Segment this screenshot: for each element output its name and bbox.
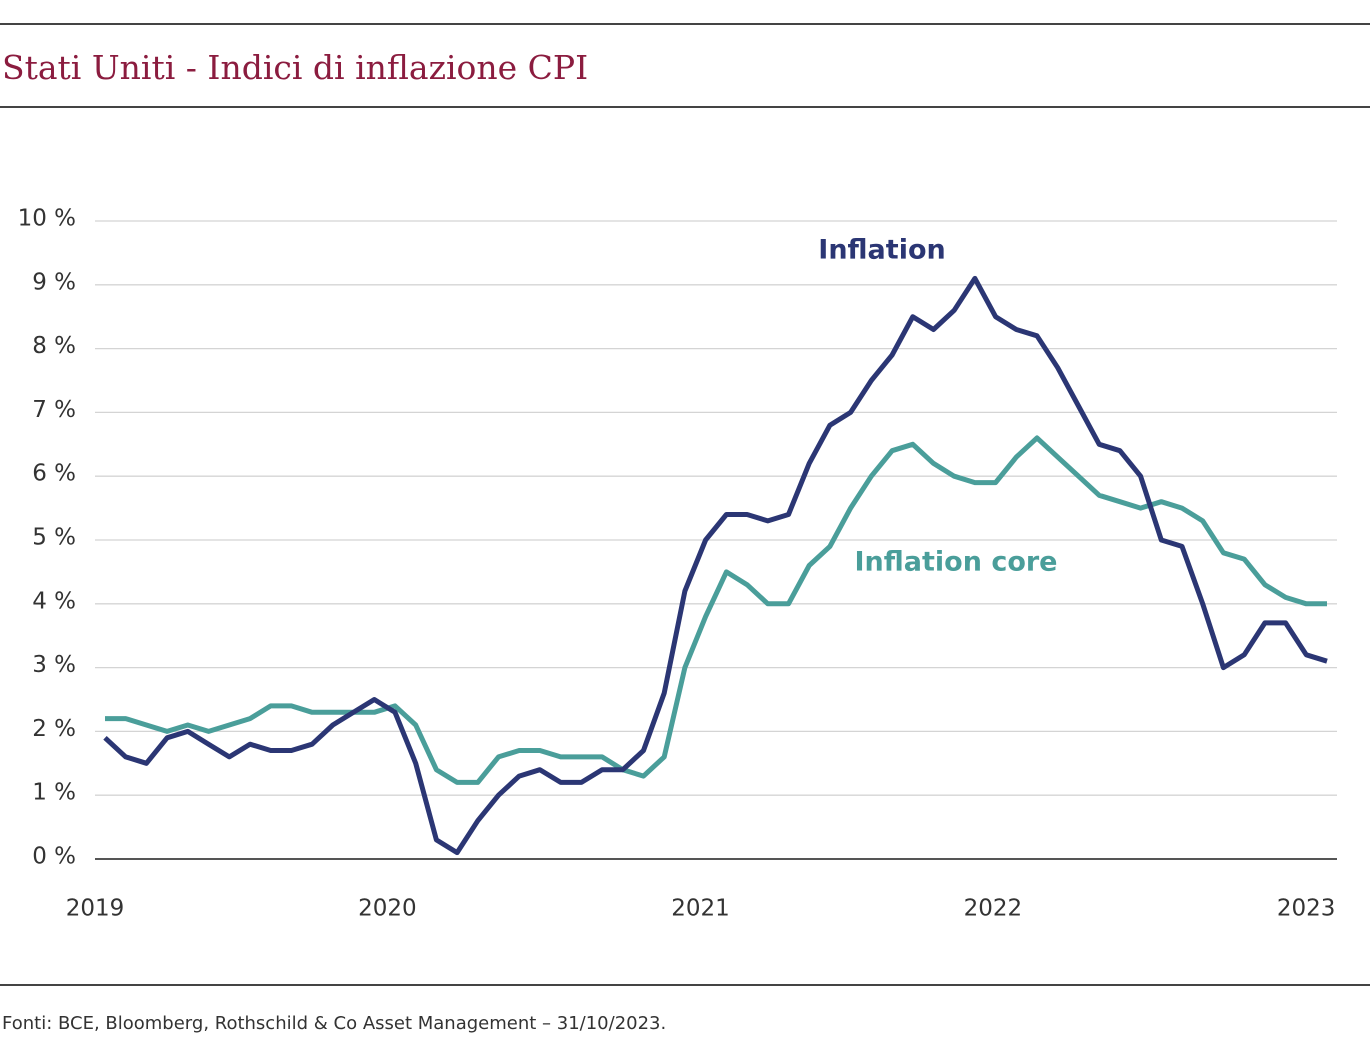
- y-tick-label: 5 %: [32, 525, 76, 551]
- x-tick-label: 2022: [964, 896, 1023, 922]
- y-tick-label: 0 %: [32, 844, 76, 870]
- source-note: Fonti: BCE, Bloomberg, Rothschild & Co A…: [2, 1013, 666, 1034]
- x-tick-label: 2021: [671, 896, 730, 922]
- series-line: [105, 435, 1327, 785]
- y-tick-label: 4 %: [32, 588, 76, 614]
- series-label: Inflation core: [854, 547, 1057, 578]
- y-tick-label: 7 %: [32, 397, 76, 423]
- y-tick-label: 6 %: [32, 461, 76, 487]
- y-tick-label: 1 %: [32, 780, 76, 806]
- y-tick-label: 3 %: [32, 652, 76, 678]
- series-label: Inflation: [818, 235, 945, 266]
- chart-title: Stati Uniti - Indici di inflazione CPI: [2, 48, 588, 87]
- y-tick-label: 9 %: [32, 269, 76, 295]
- y-tick-label: 10 %: [18, 206, 76, 232]
- series-line: [103, 275, 1328, 856]
- x-tick-label: 2019: [66, 896, 125, 922]
- y-tick-label: 8 %: [32, 333, 76, 359]
- x-tick-label: 2020: [358, 896, 417, 922]
- x-tick-label: 2023: [1277, 896, 1336, 922]
- y-tick-label: 2 %: [32, 716, 76, 742]
